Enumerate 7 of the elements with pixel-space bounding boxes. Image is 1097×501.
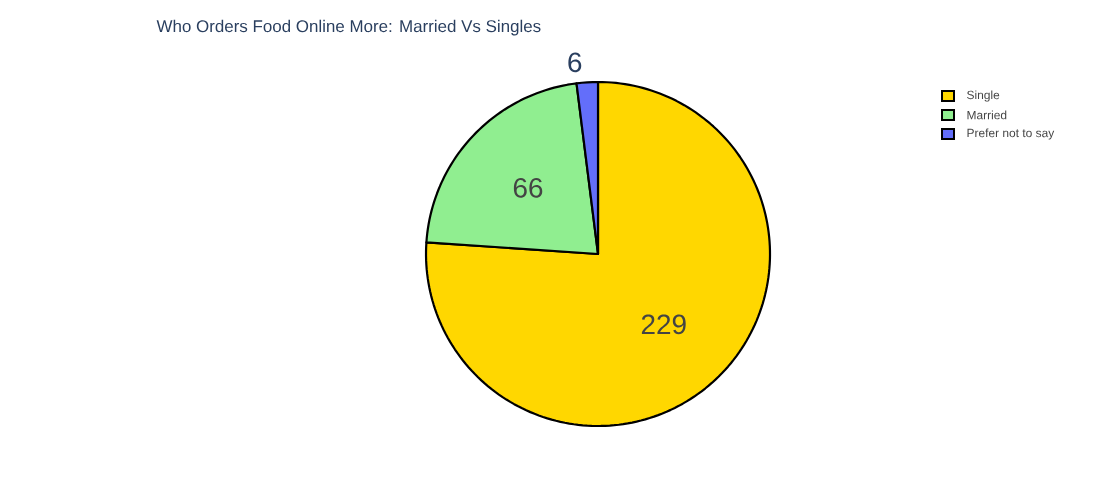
legend-label: Single: [967, 90, 1000, 102]
data-label: 66: [513, 177, 543, 198]
data-label: 229: [641, 314, 686, 335]
data-label: 6: [568, 52, 582, 73]
legend-label: Prefer not to say: [967, 128, 1055, 140]
chart-title: Who Orders Food Online More: Married Vs Singles: [156, 19, 541, 36]
legend-label: Married: [967, 110, 1007, 120]
